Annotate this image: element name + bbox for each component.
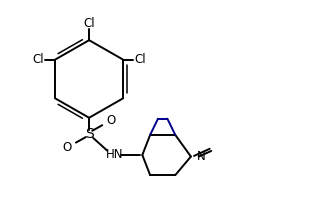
Text: O: O <box>63 141 72 154</box>
Text: HN: HN <box>106 148 123 161</box>
Text: Cl: Cl <box>33 53 44 66</box>
Text: O: O <box>106 114 116 127</box>
Text: N: N <box>197 150 205 163</box>
Text: Cl: Cl <box>83 17 95 30</box>
Text: Cl: Cl <box>134 53 146 66</box>
Text: S: S <box>85 127 94 141</box>
